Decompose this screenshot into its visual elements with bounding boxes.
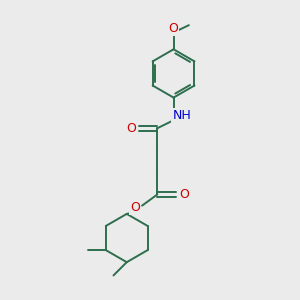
Text: O: O	[130, 201, 140, 214]
Text: NH: NH	[172, 109, 191, 122]
Text: O: O	[126, 122, 136, 135]
Text: O: O	[179, 188, 189, 201]
Text: O: O	[169, 22, 178, 35]
